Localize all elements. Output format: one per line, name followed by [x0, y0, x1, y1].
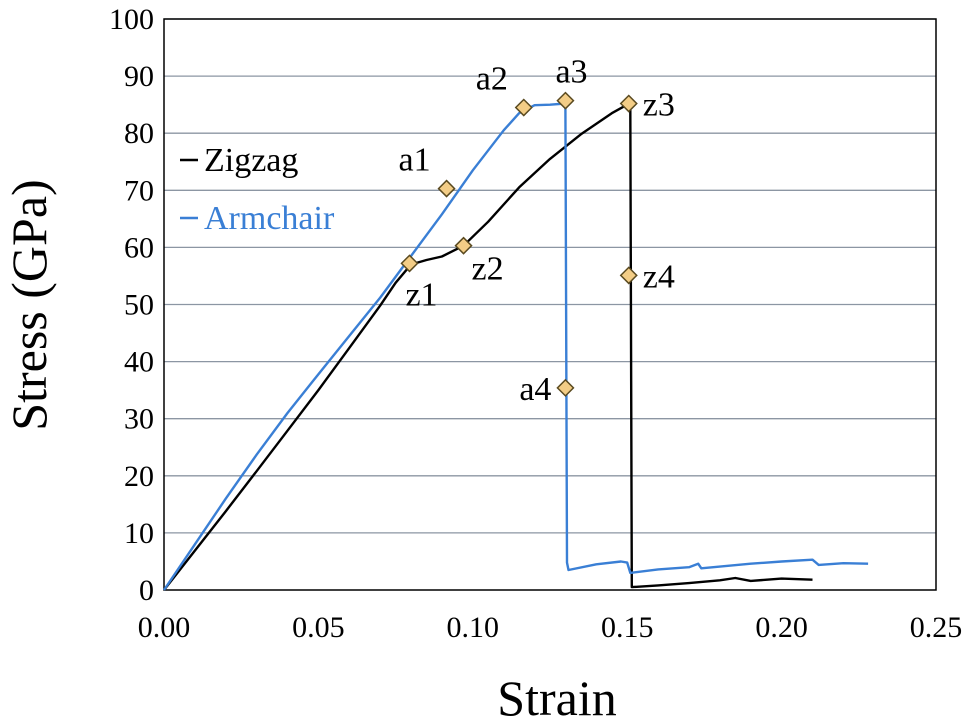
- marker-label-a4: a4: [519, 371, 551, 408]
- y-tick-label: 30: [124, 403, 154, 436]
- y-tick-label: 70: [124, 174, 154, 207]
- y-tick-label: 100: [109, 3, 154, 36]
- y-tick-label: 10: [124, 517, 154, 550]
- axes: [163, 18, 937, 591]
- legend-label-armchair: Armchair: [204, 200, 335, 237]
- x-tick-label: 0.20: [755, 611, 808, 644]
- point-markers: a1 a2 a3 a4 z1 z2 z3 z4: [399, 54, 675, 408]
- y-tick-labels: 0 10 20 30 40 50 60 70 80 90 100: [109, 3, 154, 607]
- marker-a1: [437, 179, 456, 198]
- x-tick-labels: 0.00 0.05 0.10 0.15 0.20 0.25: [138, 611, 963, 644]
- marker-label-z1: z1: [405, 276, 437, 313]
- series-line-zigzag: [163, 101, 813, 591]
- series-lines: [163, 101, 869, 591]
- marker-label-a3: a3: [555, 54, 587, 91]
- x-tick-label: 0.25: [910, 611, 963, 644]
- y-tick-label: 20: [124, 460, 154, 493]
- x-tick-label: 0.10: [447, 611, 500, 644]
- marker-a4: [556, 378, 575, 397]
- x-axis-title: Strain: [497, 670, 616, 724]
- x-tick-label: 0.05: [292, 611, 345, 644]
- marker-z4: [619, 266, 638, 285]
- marker-z2: [454, 236, 473, 255]
- legend-label-zigzag: Zigzag: [204, 142, 298, 179]
- marker-label-z3: z3: [643, 87, 675, 124]
- marker-label-z4: z4: [643, 258, 675, 295]
- marker-a2: [514, 98, 533, 117]
- marker-z3: [619, 94, 638, 113]
- plot-frame: [163, 18, 937, 591]
- x-tick-label: 0.00: [138, 611, 191, 644]
- y-tick-label: 60: [124, 231, 154, 264]
- y-axis-title: Stress (GPa): [1, 179, 57, 430]
- marker-z1: [400, 254, 419, 273]
- y-tick-label: 90: [124, 60, 154, 93]
- legend: Zigzag Armchair: [180, 142, 335, 237]
- marker-label-a1: a1: [399, 142, 431, 179]
- marker-a3: [556, 91, 575, 110]
- y-tick-label: 80: [124, 117, 154, 150]
- y-tick-label: 40: [124, 346, 154, 379]
- y-tick-label: 0: [139, 574, 154, 607]
- marker-label-a2: a2: [476, 61, 508, 98]
- x-tick-label: 0.15: [601, 611, 654, 644]
- y-tick-label: 50: [124, 289, 154, 322]
- grid-lines: [164, 18, 936, 534]
- marker-label-z2: z2: [472, 251, 504, 288]
- series-line-armchair: [163, 102, 869, 591]
